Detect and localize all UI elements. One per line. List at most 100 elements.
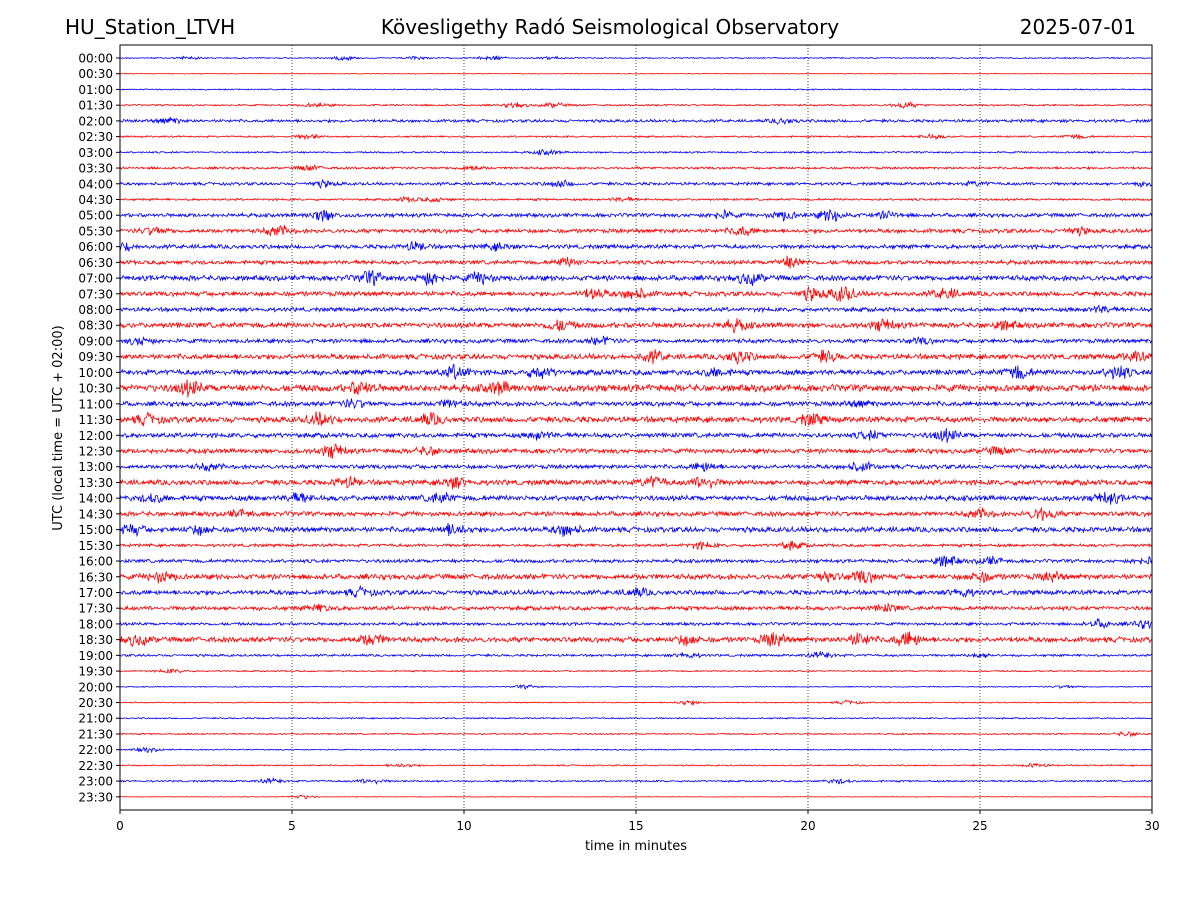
trace-1800	[119, 617, 1153, 630]
y-tick-label: 15:30	[78, 539, 113, 553]
trace-0300	[119, 148, 1153, 157]
y-tick-label: 00:30	[78, 67, 113, 81]
trace-0230	[119, 132, 1153, 141]
x-tick-label: 15	[628, 819, 643, 833]
x-tick-label: 25	[972, 819, 987, 833]
trace-0400	[119, 178, 1153, 190]
y-tick-label: 21:30	[78, 727, 113, 741]
y-tick-label: 18:30	[78, 633, 113, 647]
trace-0630	[119, 255, 1153, 269]
trace-0530	[119, 225, 1153, 238]
trace-1130	[119, 411, 1153, 427]
trace-1330	[119, 475, 1153, 490]
y-tick-label: 17:00	[78, 586, 113, 600]
trace-1100	[119, 398, 1153, 409]
y-tick-label: 01:30	[78, 99, 113, 113]
trace-0600	[119, 240, 1153, 252]
trace-0330	[119, 164, 1153, 172]
trace-0800	[119, 304, 1153, 314]
trace-2030	[119, 699, 1153, 707]
trace-0200	[119, 116, 1153, 126]
y-tick-label: 05:00	[78, 209, 113, 223]
y-tick-label: 06:00	[78, 240, 113, 254]
y-tick-label: 04:30	[78, 193, 113, 207]
y-tick-label: 20:30	[78, 696, 113, 710]
y-tick-label: 10:00	[78, 366, 113, 380]
trace-0930	[119, 349, 1153, 365]
y-tick-label: 14:00	[78, 492, 113, 506]
trace-0700	[119, 269, 1153, 287]
trace-1930	[119, 668, 1153, 674]
y-tick-label: 14:30	[78, 507, 113, 521]
trace-1830	[119, 631, 1153, 648]
y-tick-label: 01:00	[78, 83, 113, 97]
y-tick-label: 16:30	[78, 570, 113, 584]
trace-0430	[119, 195, 1153, 203]
y-tick-label: 12:00	[78, 429, 113, 443]
x-axis: 0 5 10 15 20 25 30	[116, 810, 1160, 833]
y-tick-label: 15:00	[78, 523, 113, 537]
y-tick-label: 18:00	[78, 617, 113, 631]
trace-0500	[119, 209, 1153, 223]
trace-2200	[119, 746, 1153, 754]
trace-1430	[119, 507, 1153, 522]
trace-1600	[119, 554, 1153, 568]
trace-0030	[119, 72, 1153, 75]
y-tick-label: 11:30	[78, 413, 113, 427]
y-tick-label: 13:00	[78, 460, 113, 474]
y-tick-label: 07:30	[78, 287, 113, 301]
trace-1500	[119, 522, 1153, 538]
y-tick-label: 10:30	[78, 382, 113, 396]
trace-1300	[119, 461, 1153, 473]
trace-1230	[119, 443, 1153, 459]
y-tick-label: 11:00	[78, 397, 113, 411]
y-tick-label: 23:00	[78, 775, 113, 789]
trace-0130	[119, 101, 1153, 110]
trace-1530	[119, 540, 1153, 551]
y-tick-label: 02:00	[78, 114, 113, 128]
x-tick-label: 5	[288, 819, 296, 833]
y-tick-label: 02:30	[78, 130, 113, 144]
y-tick-label: 00:00	[78, 52, 113, 66]
trace-2300	[119, 776, 1153, 785]
trace-0830	[119, 318, 1153, 334]
y-tick-label: 09:30	[78, 350, 113, 364]
y-tick-label: 08:30	[78, 319, 113, 333]
y-tick-label: 03:30	[78, 162, 113, 176]
trace-0730	[119, 286, 1153, 302]
trace-2130	[119, 730, 1153, 738]
station-title: HU_Station_LTVH	[65, 15, 236, 39]
y-tick-label: 09:00	[78, 334, 113, 348]
y-tick-label: 06:30	[78, 256, 113, 270]
trace-0100	[119, 88, 1153, 91]
y-tick-label: 20:00	[78, 680, 113, 694]
y-tick-label: 21:00	[78, 712, 113, 726]
y-tick-label: 19:00	[78, 649, 113, 663]
plot-frame	[119, 44, 1153, 811]
y-tick-label: 08:00	[78, 303, 113, 317]
trace-1400	[119, 491, 1153, 505]
trace-0000	[119, 55, 1153, 62]
y-tick-label: 13:30	[78, 476, 113, 490]
y-tick-label: 16:00	[78, 555, 113, 569]
y-tick-label: 22:00	[78, 743, 113, 757]
x-axis-label: time in minutes	[585, 839, 687, 854]
chart-traces	[119, 55, 1153, 800]
trace-2330	[119, 794, 1153, 800]
y-tick-label: 04:00	[78, 177, 113, 191]
trace-1900	[119, 651, 1153, 659]
y-tick-label: 23:30	[78, 790, 113, 804]
y-axis-label: UTC (local time = UTC + 02:00)	[51, 325, 66, 530]
observatory-title: Kövesligethy Radó Seismological Observat…	[380, 15, 840, 39]
trace-1000	[119, 363, 1153, 381]
x-tick-label: 20	[800, 819, 815, 833]
trace-1030	[119, 379, 1153, 398]
trace-2230	[119, 762, 1153, 768]
y-tick-label: 03:00	[78, 146, 113, 160]
y-tick-label: 19:30	[78, 665, 113, 679]
date-title: 2025-07-01	[1019, 15, 1136, 39]
x-tick-label: 0	[116, 819, 124, 833]
chart-gridlines	[291, 45, 981, 810]
